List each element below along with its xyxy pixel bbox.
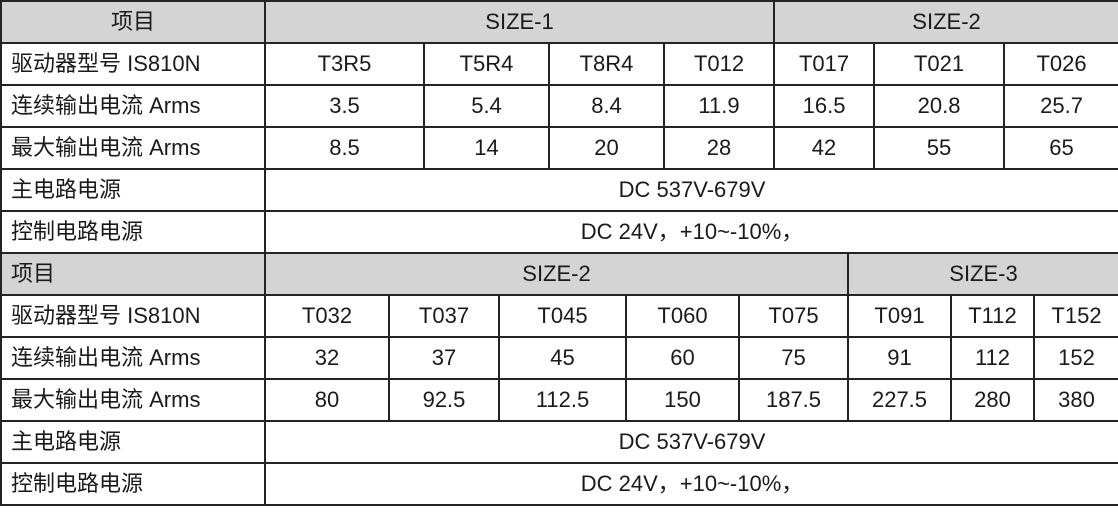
spec-table-section-2: 项目 SIZE-2 SIZE-3 驱动器型号 IS810N T032 T037 … [0,252,1118,506]
value-cell: 25.7 [1003,84,1118,128]
group-header-row: 项目 SIZE-2 SIZE-3 [0,252,1118,296]
table-row-control-power: 控制电路电源 DC 24V，+10~-10%， [0,210,1118,254]
value-cell: 45 [498,336,627,380]
model-cell: T8R4 [548,42,665,86]
merged-value-cell: DC 537V-679V [263,168,1118,212]
value-cell: 55 [873,126,1006,170]
value-cell: 187.5 [738,378,849,422]
group-header-row: 项目 SIZE-1 SIZE-2 [0,0,1118,44]
model-cell: T091 [847,294,952,338]
table-row-control-power: 控制电路电源 DC 24V，+10~-10%， [0,462,1118,506]
row-label: 主电路电源 [0,168,266,212]
table-row-continuous-current: 连续输出电流 Arms 32 37 45 60 75 91 112 152 [0,336,1118,380]
size-group-header: SIZE-2 [773,0,1118,44]
value-cell: 60 [625,336,740,380]
model-cell: T032 [264,294,390,338]
merged-value-cell: DC 537V-679V [263,420,1118,464]
size-group-header: SIZE-3 [846,252,1118,296]
value-cell: 8.5 [264,126,425,170]
value-cell: 3.5 [264,84,425,128]
value-cell: 152 [1032,336,1118,380]
value-cell: 37 [388,336,500,380]
value-cell: 227.5 [847,378,952,422]
model-cell: T017 [773,42,876,86]
model-cell: T060 [625,294,740,338]
model-cell: T012 [662,42,776,86]
value-cell: 5.4 [423,84,550,128]
table-row-main-power: 主电路电源 DC 537V-679V [0,168,1118,212]
row-label: 最大输出电流 Arms [0,378,266,422]
value-cell: 380 [1032,378,1118,422]
value-cell: 14 [423,126,550,170]
value-cell: 65 [1003,126,1118,170]
table-row-main-power: 主电路电源 DC 537V-679V [0,420,1118,464]
size-group-header: SIZE-1 [263,0,776,44]
value-cell: 20.8 [873,84,1006,128]
value-cell: 112 [950,336,1035,380]
value-cell: 91 [847,336,952,380]
row-label: 驱动器型号 IS810N [0,294,266,338]
value-cell: 20 [548,126,665,170]
value-cell: 280 [950,378,1035,422]
row-label: 连续输出电流 Arms [0,84,266,128]
value-cell: 112.5 [498,378,627,422]
model-cell: T3R5 [264,42,425,86]
row-label: 最大输出电流 Arms [0,126,266,170]
model-cell: T021 [873,42,1006,86]
table-row-continuous-current: 连续输出电流 Arms 3.5 5.4 8.4 11.9 16.5 20.8 2… [0,84,1118,128]
row-label: 控制电路电源 [0,210,266,254]
value-cell: 150 [625,378,740,422]
value-cell: 92.5 [388,378,500,422]
item-header-cell: 项目 [0,252,266,296]
model-cell: T075 [738,294,849,338]
value-cell: 32 [264,336,390,380]
value-cell: 16.5 [773,84,876,128]
item-header-cell: 项目 [0,0,266,44]
model-cell: T5R4 [423,42,550,86]
size-group-header: SIZE-2 [264,252,849,296]
value-cell: 8.4 [548,84,665,128]
merged-value-cell: DC 24V，+10~-10%， [263,462,1118,506]
row-label: 主电路电源 [0,420,266,464]
value-cell: 80 [264,378,390,422]
row-label: 控制电路电源 [0,462,266,506]
row-label: 驱动器型号 IS810N [0,42,266,86]
row-label: 连续输出电流 Arms [0,336,266,380]
model-cell: T112 [950,294,1035,338]
table-row-model: 驱动器型号 IS810N T3R5 T5R4 T8R4 T012 T017 T0… [0,42,1118,86]
model-cell: T026 [1003,42,1118,86]
model-cell: T152 [1032,294,1118,338]
model-cell: T037 [388,294,500,338]
value-cell: 75 [738,336,849,380]
model-cell: T045 [498,294,627,338]
table-row-max-current: 最大输出电流 Arms 80 92.5 112.5 150 187.5 227.… [0,378,1118,422]
spec-table-section-1: 项目 SIZE-1 SIZE-2 驱动器型号 IS810N T3R5 T5R4 … [0,0,1118,254]
table-row-model: 驱动器型号 IS810N T032 T037 T045 T060 T075 T0… [0,294,1118,338]
value-cell: 11.9 [662,84,776,128]
table-row-max-current: 最大输出电流 Arms 8.5 14 20 28 42 55 65 [0,126,1118,170]
merged-value-cell: DC 24V，+10~-10%， [263,210,1118,254]
value-cell: 42 [773,126,876,170]
value-cell: 28 [662,126,776,170]
